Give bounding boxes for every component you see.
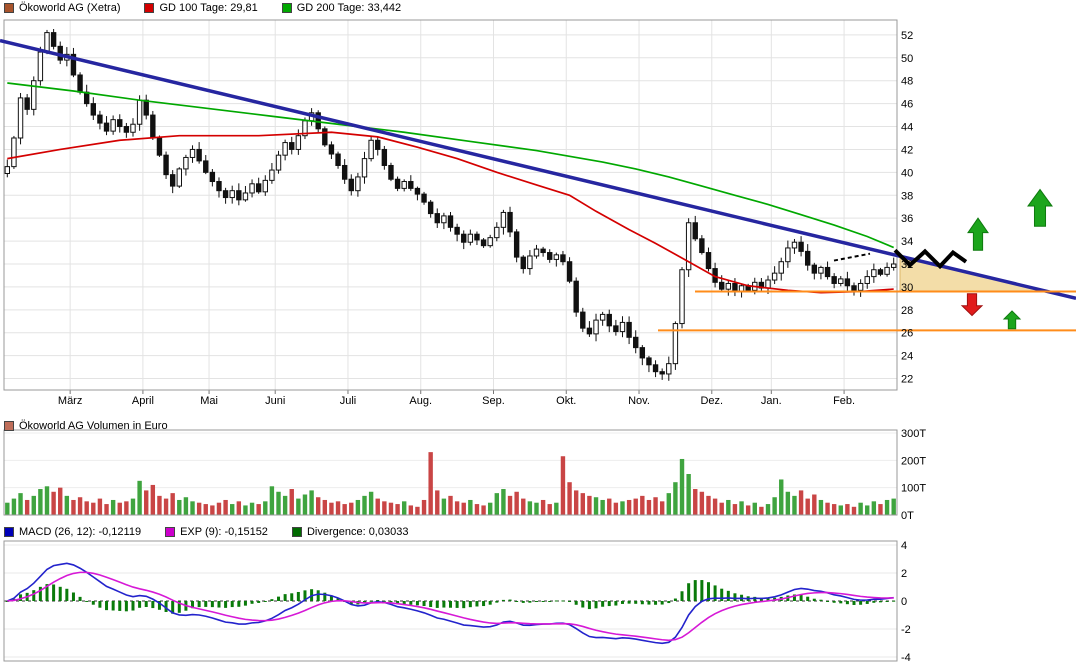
svg-text:2: 2	[901, 568, 907, 580]
svg-text:48: 48	[901, 76, 913, 88]
svg-text:22: 22	[901, 374, 913, 386]
svg-text:50: 50	[901, 53, 913, 65]
candles	[4, 28, 897, 381]
svg-text:36: 36	[901, 213, 913, 225]
svg-text:44: 44	[901, 122, 913, 134]
svg-text:März: März	[58, 395, 82, 407]
legend-item-exp: EXP (9): -0,15152	[165, 526, 268, 538]
svg-text:32: 32	[901, 259, 913, 271]
divergence-label: Divergence: 0,03033	[306, 525, 409, 538]
legend-item-instrument: Ökoworld AG (Xetra)	[4, 2, 120, 14]
svg-text:30: 30	[901, 282, 913, 294]
macd-swatch-icon	[4, 526, 14, 537]
divergence-swatch-icon	[291, 526, 302, 537]
svg-text:Jan.: Jan.	[761, 395, 782, 407]
instrument-label: Ökoworld AG (Xetra)	[19, 1, 121, 14]
svg-text:200T: 200T	[901, 455, 926, 467]
macd-label: MACD (26, 12): -0,12119	[19, 525, 142, 538]
svg-text:38: 38	[901, 190, 913, 202]
exp-label: EXP (9): -0,15152	[180, 525, 268, 538]
svg-text:0T: 0T	[901, 510, 914, 522]
svg-text:300T: 300T	[901, 428, 926, 440]
price-axis-labels: 52 50 48 46 44 42 40 38 36 34 32 30 28 26 24 22 März Apri…	[58, 30, 913, 407]
legend-item-gd100: GD 100 Tage: 29,81	[144, 1, 258, 14]
macd-panel: 4 2 0 -2 -4	[3, 540, 911, 664]
svg-text:Juli: Juli	[340, 395, 357, 407]
legend-item-volume: Ökoworld AG Volumen in Euro	[4, 420, 168, 432]
svg-text:Sep.: Sep.	[482, 395, 505, 407]
gd100-swatch-icon	[144, 2, 155, 13]
svg-text:46: 46	[901, 99, 913, 111]
gd100-label: GD 100 Tage: 29,81	[159, 1, 258, 14]
svg-text:0: 0	[901, 596, 907, 608]
legend-item-divergence: Divergence: 0,03033	[291, 525, 409, 538]
svg-text:26: 26	[901, 328, 913, 340]
svg-text:Nov.: Nov.	[628, 395, 650, 407]
moving-averages	[0, 38, 1076, 332]
macd-legend: MACD (26, 12): -0,12119 EXP (9): -0,1515…	[4, 525, 408, 538]
legend-item-macd: MACD (26, 12): -0,12119	[4, 526, 141, 538]
svg-text:4: 4	[901, 540, 907, 552]
svg-text:Feb.: Feb.	[833, 395, 855, 407]
gd200-swatch-icon	[281, 2, 292, 13]
price-legend: Ökoworld AG (Xetra) GD 100 Tage: 29,81 G…	[4, 1, 401, 14]
gd200-label: GD 200 Tage: 33,442	[296, 1, 402, 14]
svg-text:28: 28	[901, 305, 913, 317]
svg-text:-4: -4	[901, 652, 911, 664]
exp-swatch-icon	[165, 526, 176, 537]
svg-text:Juni: Juni	[265, 395, 285, 407]
svg-text:34: 34	[901, 236, 913, 248]
hand-annotations	[833, 188, 1053, 330]
svg-text:52: 52	[901, 30, 913, 42]
svg-text:Okt.: Okt.	[556, 395, 576, 407]
svg-text:April: April	[132, 395, 154, 407]
svg-text:Dez.: Dez.	[700, 395, 723, 407]
svg-text:24: 24	[901, 351, 913, 363]
svg-text:Mai: Mai	[200, 395, 218, 407]
svg-text:-2: -2	[901, 624, 911, 636]
legend-item-gd200: GD 200 Tage: 33,442	[281, 1, 402, 14]
volume-legend: Ökoworld AG Volumen in Euro	[4, 419, 168, 432]
svg-text:Aug.: Aug.	[409, 395, 432, 407]
volume-label: Ökoworld AG Volumen in Euro	[19, 419, 168, 432]
svg-text:100T: 100T	[901, 483, 926, 495]
svg-text:42: 42	[901, 144, 913, 156]
volume-panel: 300T 200T 100T 0T	[3, 428, 926, 522]
volume-swatch-icon	[4, 420, 14, 431]
instrument-swatch-icon	[4, 2, 14, 13]
svg-text:40: 40	[901, 167, 913, 179]
price-grid	[3, 19, 898, 394]
